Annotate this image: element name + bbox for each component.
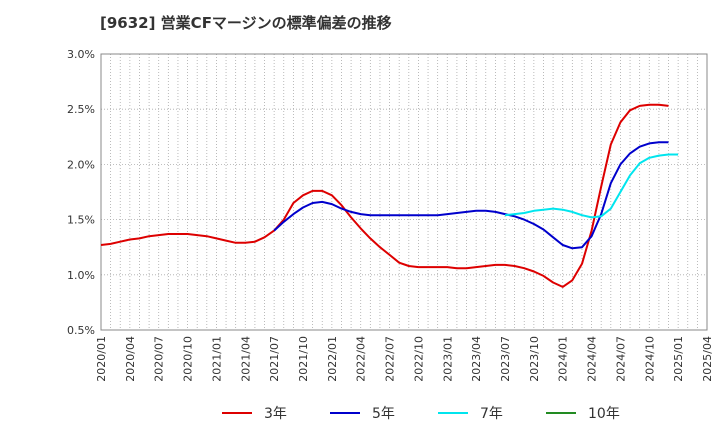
y-axis: 0.5% 1.0% 1.5% 2.0% 2.5% 3.0%: [67, 48, 95, 337]
y-tick-label: 2.0%: [67, 158, 95, 171]
x-tick-label: 2024/04: [586, 336, 599, 382]
y-tick-label: 0.5%: [67, 324, 95, 337]
x-tick-label: 2023/01: [441, 336, 454, 382]
x-tick-label: 2022/07: [384, 336, 397, 382]
x-tick-label: 2021/10: [297, 336, 310, 382]
series-line-7年: [504, 153, 679, 219]
x-tick-label: 2023/10: [528, 336, 541, 382]
legend-label: 5年: [372, 406, 395, 422]
x-tick-label: 2022/01: [326, 336, 339, 382]
x-tick-label: 2023/07: [499, 336, 512, 382]
chart-title: [9632] 営業CFマージンの標準偏差の推移: [100, 14, 392, 32]
x-tick-label: 2021/07: [268, 336, 281, 382]
plot-frame: [100, 53, 708, 331]
grid: [100, 53, 708, 331]
y-tick-label: 2.5%: [67, 103, 95, 116]
legend: 3年 5年 7年 10年: [222, 406, 620, 422]
x-tick-label: 2023/04: [470, 336, 483, 382]
x-tick-label: 2021/01: [210, 336, 223, 382]
y-tick-label: 3.0%: [67, 48, 95, 61]
legend-label: 7年: [480, 406, 503, 422]
x-tick-label: 2022/10: [412, 336, 425, 382]
legend-label: 10年: [588, 406, 620, 422]
x-tick-label: 2025/01: [672, 336, 685, 382]
series-lines: [100, 103, 679, 288]
x-tick-label: 2020/10: [182, 336, 195, 382]
x-tick-label: 2024/10: [643, 336, 656, 382]
x-tick-label: 2024/07: [614, 336, 627, 382]
series-line-5年: [273, 141, 669, 250]
x-tick-label: 2025/04: [701, 336, 714, 382]
x-tick-label: 2020/04: [124, 336, 137, 382]
x-tick-label: 2021/04: [239, 336, 252, 382]
x-tick-label: 2024/01: [557, 336, 570, 382]
series-line-3年: [100, 103, 669, 288]
x-tick-label: 2022/04: [355, 336, 368, 382]
y-tick-label: 1.5%: [67, 214, 95, 227]
x-axis: 2020/01 2020/04 2020/07 2020/10 2021/01 2021/…: [95, 336, 714, 382]
legend-label: 3年: [264, 406, 287, 422]
y-tick-label: 1.0%: [67, 269, 95, 282]
x-tick-label: 2020/01: [95, 336, 108, 382]
x-tick-label: 2020/07: [153, 336, 166, 382]
